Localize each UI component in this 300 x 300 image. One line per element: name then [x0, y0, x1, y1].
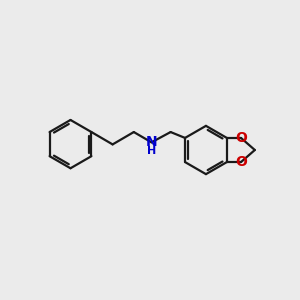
Text: H: H — [147, 146, 157, 156]
Text: N: N — [146, 135, 157, 149]
Text: O: O — [235, 131, 247, 145]
Text: O: O — [235, 155, 247, 169]
